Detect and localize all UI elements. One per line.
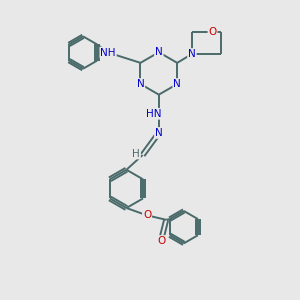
Text: N: N bbox=[155, 47, 163, 57]
Text: N: N bbox=[136, 79, 144, 89]
Text: NH: NH bbox=[100, 47, 116, 58]
Text: N: N bbox=[173, 79, 181, 89]
Text: O: O bbox=[158, 236, 166, 246]
Text: HN: HN bbox=[146, 109, 161, 119]
Text: O: O bbox=[143, 210, 151, 220]
Text: H: H bbox=[132, 148, 140, 158]
Text: N: N bbox=[188, 49, 196, 59]
Text: O: O bbox=[208, 27, 217, 37]
Text: N: N bbox=[155, 128, 163, 138]
